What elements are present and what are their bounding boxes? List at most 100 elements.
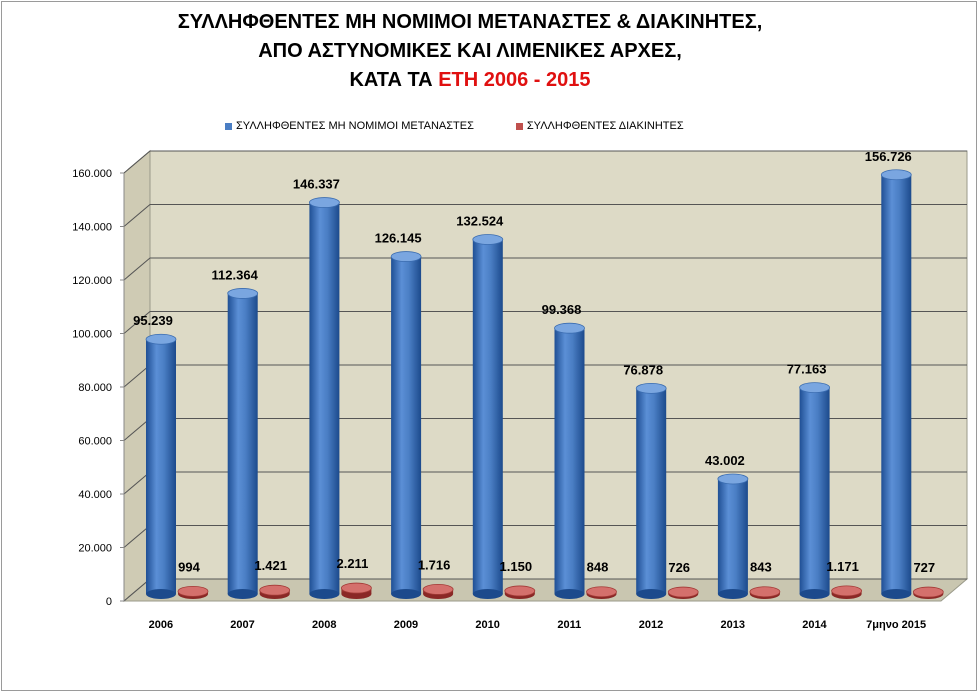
bar-migrants-top	[227, 288, 259, 299]
data-label-smugglers: 1.421	[254, 558, 287, 573]
bar-smugglers-top	[340, 582, 372, 594]
bar-migrants-top	[635, 382, 667, 394]
title-line-3-highlight: ΕΤΗ 2006 - 2015	[438, 69, 591, 91]
legend-item-migrants: ΣΥΛΛΗΦΘΕΝΤΕΣ ΜΗ ΝΟΜΙΜΟΙ ΜΕΤΑΝΑΣΤΕΣ	[225, 120, 474, 132]
bar-migrants-top	[799, 382, 830, 393]
bar-smugglers-top	[259, 584, 291, 596]
data-label-migrants: 156.726	[865, 149, 912, 164]
bar-migrants-top	[472, 234, 504, 245]
bar-migrants-body	[799, 387, 830, 594]
legend-item-smugglers: ΣΥΛΛΗΦΘΕΝΤΕΣ ΔΙΑΚΙΝΗΤΕΣ	[515, 120, 684, 132]
bar-smugglers-top	[586, 586, 617, 598]
bar-migrants-top	[880, 169, 912, 181]
title-line-2: ΑΠΟ ΑΣΤΥΝΟΜΙΚΕΣ ΚΑΙ ΛΙΜΕΝΙΚΕΣ ΑΡΧΕΣ,	[258, 40, 682, 62]
bar-migrants-base	[554, 589, 585, 599]
x-tick-label: 2013	[721, 619, 745, 631]
legend-swatch-smugglers	[515, 122, 523, 130]
data-label-migrants: 76.878	[623, 362, 663, 377]
bar-migrants-body	[227, 293, 258, 594]
bar-migrants-base	[309, 589, 340, 599]
data-label-migrants: 99.368	[542, 302, 582, 317]
data-label-smugglers: 2.211	[336, 556, 368, 571]
x-tick-label: 2014	[802, 619, 827, 631]
data-label-smugglers: 848	[587, 560, 609, 575]
y-tick-label: 80.000	[78, 382, 112, 394]
gridline	[123, 311, 967, 334]
bar-migrants-base	[227, 589, 258, 599]
x-tick-label: 2012	[639, 619, 663, 631]
x-tick-label: 2007	[230, 619, 254, 631]
title-line-3-prefix: ΚΑΤΑ ΤΑ	[349, 69, 439, 91]
data-label-migrants: 126.145	[375, 231, 422, 246]
bar-migrants-body	[391, 256, 422, 594]
data-label-smugglers: 1.150	[500, 559, 533, 574]
bar-migrants-base	[636, 589, 667, 599]
gridline	[123, 257, 967, 281]
bar-migrants-top	[390, 251, 422, 262]
data-label-migrants: 77.163	[787, 362, 827, 377]
x-tick-label: 2009	[394, 619, 418, 631]
bar-migrants-base	[881, 589, 912, 599]
bar-migrants-base	[391, 589, 422, 599]
legend-swatch-migrants	[225, 122, 232, 130]
bar-migrants-top	[554, 322, 585, 334]
data-label-migrants: 146.337	[293, 177, 340, 192]
bar-migrants-top	[717, 473, 749, 485]
y-tick-label: 20.000	[78, 543, 112, 555]
bar-migrants-base	[146, 589, 176, 599]
y-tick-label: 60.000	[78, 436, 112, 448]
bar-smugglers-top	[504, 585, 536, 597]
title-line-3: ΚΑΤΑ ΤΑ ΕΤΗ 2006 - 2015	[0, 66, 940, 95]
bar-migrants-body	[309, 202, 340, 594]
bar-migrants-body	[146, 339, 176, 594]
x-tick-label: 2011	[557, 619, 581, 631]
title-line-1: ΣΥΛΛΗΦΘΕΝΤΕΣ ΜΗ ΝΟΜΙΜΟΙ ΜΕΤΑΝΑΣΤΕΣ & ΔΙΑ…	[177, 11, 763, 33]
data-label-smugglers: 1.716	[418, 557, 451, 572]
x-tick-label: 7μηνο 2015	[866, 619, 926, 631]
bar-smugglers-top	[912, 586, 944, 598]
legend-label-migrants: ΣΥΛΛΗΦΘΕΝΤΕΣ ΜΗ ΝΟΜΙΜΟΙ ΜΕΤΑΝΑΣΤΕΣ	[236, 120, 474, 132]
y-tick-label: 0	[106, 596, 112, 608]
data-label-migrants: 95.239	[133, 313, 173, 328]
bar-migrants-body	[881, 174, 912, 595]
bar-smugglers-top	[667, 586, 699, 598]
gridline	[123, 204, 967, 227]
x-tick-label: 2010	[475, 619, 499, 631]
bar-migrants-body	[472, 239, 503, 595]
y-axis: 0 20.000 40.000 60.000 80.000 100.000 120.000 1…	[72, 168, 125, 608]
y-tick-label: 140.000	[72, 222, 112, 234]
data-labels: 95.239 994 112.364 1.421 146.337 2.211 126.145…	[133, 149, 935, 575]
bar-migrants-base	[717, 589, 748, 599]
bar-migrants-body	[554, 328, 585, 594]
y-tick-label: 160.000	[72, 168, 112, 180]
data-label-smugglers: 727	[913, 560, 935, 575]
y-tick-label: 120.000	[72, 275, 112, 287]
chart-title: ΣΥΛΛΗΦΘΕΝΤΕΣ ΜΗ ΝΟΜΙΜΟΙ ΜΕΤΑΝΑΣΤΕΣ & ΔΙΑ…	[0, 8, 940, 95]
data-label-migrants: 112.364	[212, 267, 259, 282]
gridline	[123, 150, 967, 174]
data-label-migrants: 43.002	[705, 453, 745, 468]
bar-smugglers-top	[422, 584, 454, 595]
legend: ΣΥΛΛΗΦΘΕΝΤΕΣ ΜΗ ΝΟΜΙΜΟΙ ΜΕΤΑΝΑΣΤΕΣ ΣΥΛΛΗ…	[225, 120, 726, 132]
y-tick-label: 40.000	[78, 489, 112, 501]
bar-migrants-base	[472, 589, 503, 599]
bar-migrants-base	[799, 589, 830, 599]
bar-migrants-top	[145, 333, 177, 345]
data-label-smugglers: 843	[750, 560, 772, 575]
bar-migrants-body	[636, 388, 667, 594]
data-label-smugglers: 994	[178, 559, 200, 574]
bars	[145, 169, 944, 599]
bar-migrants-top	[308, 197, 340, 208]
bar-smugglers-top	[749, 586, 781, 598]
y-tick-label: 100.000	[72, 329, 112, 341]
data-label-migrants: 132.524	[456, 213, 504, 228]
bar-smugglers-top	[177, 585, 209, 597]
x-tick-label: 2006	[149, 619, 173, 631]
bar-smugglers-top	[831, 585, 862, 597]
bar-migrants-body	[717, 478, 748, 594]
x-tick-label: 2008	[312, 619, 336, 631]
x-axis: 2006 2007 2008 2009 2010 2011 2012 2013 2014 7μην…	[149, 619, 927, 631]
legend-label-smugglers: ΣΥΛΛΗΦΘΕΝΤΕΣ ΔΙΑΚΙΝΗΤΕΣ	[526, 120, 684, 132]
